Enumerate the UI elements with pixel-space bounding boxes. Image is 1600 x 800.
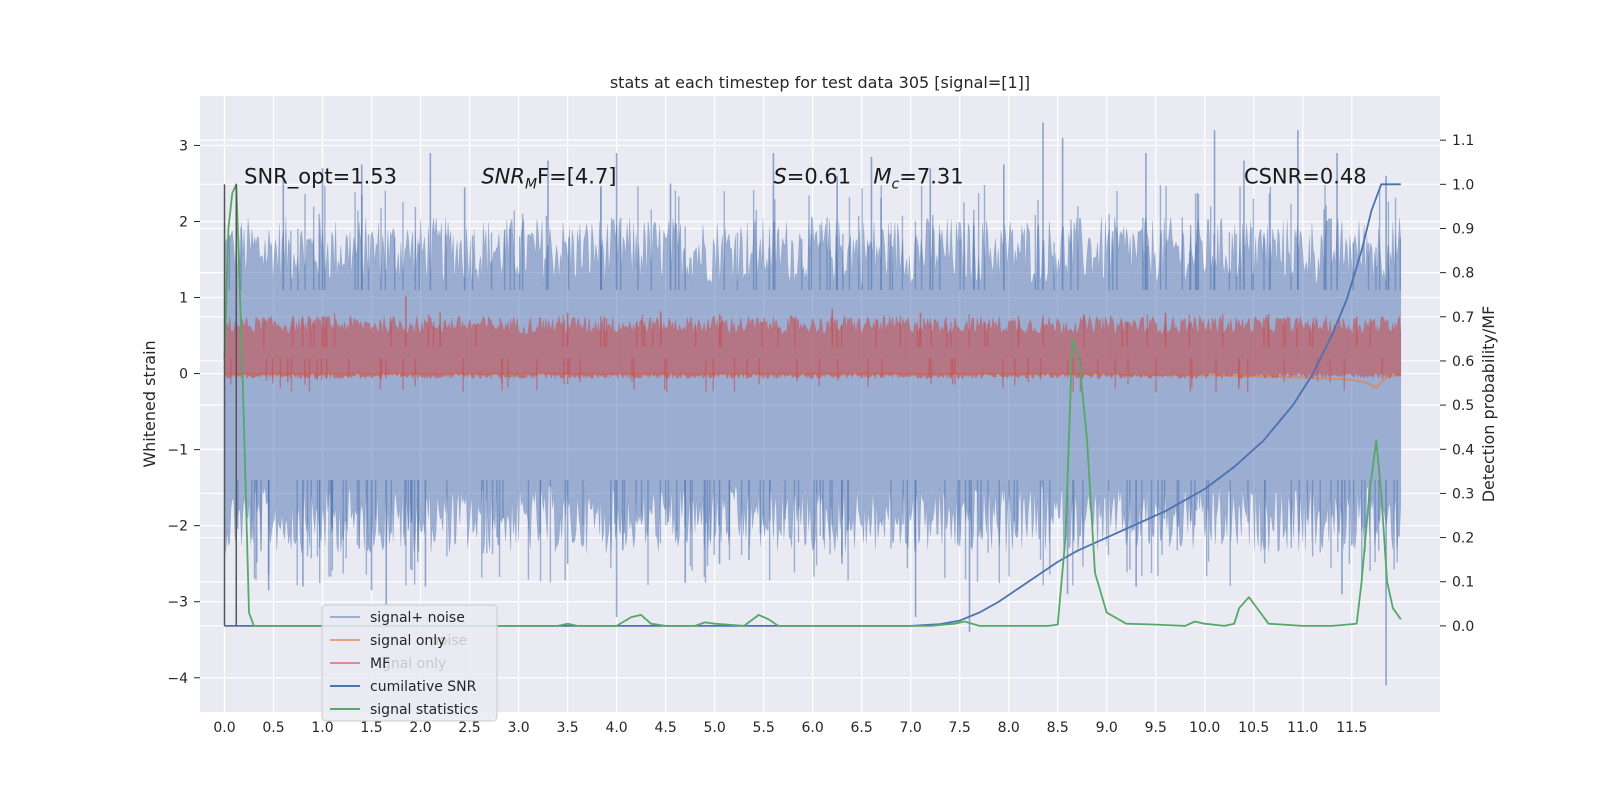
series-cumilative-snr	[224, 183, 1401, 627]
y-axis-label: Whitened strain	[140, 340, 159, 467]
legend-ghost-text: noise	[430, 633, 467, 649]
y2-tick-label: 1.0	[1452, 177, 1474, 193]
y2-tick-label: 0.5	[1452, 398, 1474, 414]
legend-ghost-text: gnal only	[382, 656, 446, 672]
x-tick-label: 9.5	[1145, 720, 1167, 736]
y2-tick-label: 0.9	[1452, 221, 1474, 237]
y2-tick-label: 0.4	[1452, 442, 1474, 458]
y-tick-label: 0	[179, 367, 188, 383]
y2-tick-label: 0.2	[1452, 531, 1474, 547]
y-tick-label: 1	[179, 291, 188, 307]
y-tick-label: −2	[167, 519, 188, 535]
series-line	[224, 183, 1401, 627]
x-tick-label: 6.5	[851, 720, 873, 736]
annotation-mc-val: Mc=7.31	[873, 164, 963, 192]
y-tick-label: −4	[167, 671, 188, 687]
y2-tick-label: 1.1	[1452, 133, 1474, 149]
legend: noise gnal only signal+ noise signal only MF…	[321, 604, 498, 722]
annotation-value: =7.31	[899, 164, 963, 188]
x-tick-label: 7.5	[949, 720, 971, 736]
series-mf	[224, 296, 1402, 393]
series-signal-noise	[224, 122, 1402, 686]
x-tick-label: 11.5	[1336, 720, 1367, 736]
x-tick-label: 11.0	[1287, 720, 1318, 736]
annotations: SNR_opt=1.53 SNRMF=[4.7] S=0.61 Mc=7.31 CSNR…	[244, 164, 1366, 192]
series-line	[223, 183, 1402, 627]
y2-tick-label: 0.0	[1452, 619, 1474, 635]
x-tick-label: 4.5	[654, 720, 676, 736]
annotation-symbol: M	[873, 164, 891, 188]
annotation-value: F=[4.7]	[537, 164, 616, 188]
legend-label: signal+ noise	[370, 610, 465, 626]
y-tick-label: 3	[179, 138, 188, 154]
legend-label: MF	[370, 656, 390, 672]
noise-band	[224, 314, 1402, 380]
annotation-symbol: SNR	[481, 164, 525, 188]
x-tick-label: 5.5	[753, 720, 775, 736]
annotation-csnr: CSNR=0.48	[1244, 164, 1367, 188]
y2-tick-label: 0.6	[1452, 354, 1474, 370]
legend-label: signal statistics	[370, 702, 478, 718]
data-series	[223, 122, 1402, 686]
x-tick-label: 0.5	[262, 720, 284, 736]
annotation-s-val: S=0.61	[773, 164, 851, 188]
y2-axis-label: Detection probability/MF	[1479, 306, 1498, 503]
annotation-snr-opt: SNR_opt=1.53	[244, 164, 397, 189]
x-tick-label: 9.0	[1096, 720, 1118, 736]
annotation-snr-mf: SNRMF=[4.7]	[481, 164, 616, 192]
annotation-subscript: M	[525, 176, 537, 192]
x-tick-label: 7.0	[900, 720, 922, 736]
x-tick-label: 8.0	[998, 720, 1020, 736]
x-tick-label: 10.5	[1238, 720, 1269, 736]
x-tick-label: 2.0	[409, 720, 431, 736]
y-tick-label: −1	[167, 443, 188, 459]
x-tick-label: 3.0	[507, 720, 529, 736]
y2-tick-label: 0.7	[1452, 310, 1474, 326]
y-tick-label: −3	[167, 595, 188, 611]
annotation-value: =0.61	[787, 164, 851, 188]
x-tick-label: 10.0	[1189, 720, 1220, 736]
x-tick-label: 3.5	[556, 720, 578, 736]
y2-tick-label: 0.8	[1452, 266, 1474, 282]
x-tick-label: 1.5	[360, 720, 382, 736]
series-signal-statistics	[223, 183, 1402, 627]
x-tick-label: 0.0	[213, 720, 235, 736]
chart-title: stats at each timestep for test data 305…	[610, 73, 1030, 92]
legend-label: cumilative SNR	[370, 679, 477, 695]
axes: 0.0 0.5 1.0 1.5 2.0 2.5 3.0 3.5 4.0 4.5 5.0 5.5 6.0 6…	[167, 133, 1474, 736]
x-tick-label: 5.0	[703, 720, 725, 736]
legend-box	[321, 604, 498, 722]
x-tick-label: 6.0	[802, 720, 824, 736]
x-tick-label: 8.5	[1047, 720, 1069, 736]
legend-label: signal only	[370, 633, 445, 649]
x-tick-label: 4.0	[605, 720, 627, 736]
y2-tick-label: 0.3	[1452, 486, 1474, 502]
annotation-symbol: S	[773, 164, 786, 188]
annotation-subscript: c	[892, 176, 900, 192]
y2-tick-label: 0.1	[1452, 575, 1474, 591]
x-tick-label: 2.5	[458, 720, 480, 736]
x-tick-label: 1.0	[311, 720, 333, 736]
y-tick-label: 2	[179, 214, 188, 230]
